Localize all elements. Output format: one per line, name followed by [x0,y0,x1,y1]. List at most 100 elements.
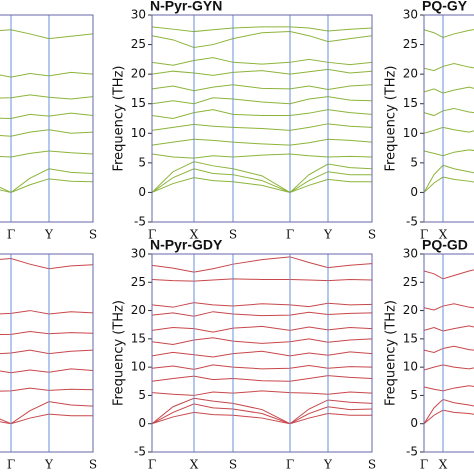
panel: Γ X S Γ Y S -5 0 5 10 15 20 25 30 Frequency (THz) N-Pyr… [112,237,377,472]
plot-frame [151,253,373,453]
band-line [0,413,93,425]
band-line [152,311,372,317]
band-line [0,330,93,336]
band-line [152,278,372,282]
x-tick-label: Γ [7,458,15,472]
y-tick-label: 0 [410,185,418,199]
band-line [0,368,93,374]
band-line [152,375,372,382]
x-tick-label: X [190,458,199,472]
band-line [152,350,372,358]
x-tick-label: Y [44,458,54,472]
y-tick-label: 5 [410,388,418,402]
y-axis-label: Frequency (THz) [112,300,127,406]
band-line [152,123,372,131]
y-axis-label: Frequency (THz) [384,66,399,172]
band-line [152,325,372,333]
y-tick-label: 5 [138,388,146,402]
band-line [0,258,93,270]
x-tick-label: Γ [420,458,428,472]
y-tick-label: 25 [131,37,146,51]
band-line [424,86,474,94]
y-tick-label: -5 [134,215,146,229]
band-line [0,129,93,137]
y-tick-label: 30 [403,247,418,261]
band-line [424,409,474,425]
band-line [424,269,474,280]
y-tick-label: -5 [406,215,418,229]
band-line [424,149,474,157]
plot-frame [423,253,474,453]
y-tick-label: 0 [138,416,146,430]
x-tick-label: S [229,228,237,242]
band-line [152,364,372,370]
plot-area [152,26,372,194]
band-line [424,126,474,134]
band-line [152,177,372,193]
band-line [0,94,93,100]
y-tick-label: 10 [403,360,418,374]
y-tick-label: 25 [403,275,418,289]
band-line [152,168,372,193]
plot-frame [0,253,94,453]
y-tick-label: 15 [131,331,146,345]
y-tick-label: 0 [138,185,146,199]
band-line [0,310,93,315]
x-tick-label: X [439,458,448,472]
band-line [424,29,474,39]
y-tick-label: 30 [131,247,146,261]
y-tick-label: -5 [406,445,418,459]
band-line [424,345,474,353]
x-tick-label: Γ [286,228,294,242]
band-line [0,29,93,40]
y-tick-label: -5 [134,445,146,459]
band-line [424,385,474,392]
panel-title: N-Pyr-GDY [150,237,223,253]
band-line [424,107,474,117]
plot-area [424,269,474,425]
panel: Γ X S Γ Y S -5 0 5 10 15 20 25 30 Frequency (THz) N-Pyr… [112,0,377,242]
y-tick-label: 20 [131,67,146,81]
panel-title: PQ-GD [422,237,468,253]
plot-area [0,258,93,425]
band-line [0,401,93,425]
y-tick-label: 25 [403,37,418,51]
y-tick-label: 0 [410,416,418,430]
band-line [424,325,474,332]
band-line [424,164,474,193]
y-tick-label: 15 [403,96,418,110]
y-tick-label: 20 [403,67,418,81]
y-tick-label: 15 [403,331,418,345]
plot-area [424,29,474,193]
panel: Γ X -5 0 5 10 15 20 25 30 Frequency (THz) PQ-GY [384,0,474,242]
band-line [152,96,372,105]
plot-frame [151,14,373,223]
band-line [152,57,372,66]
band-line [424,364,474,371]
band-line [152,26,372,33]
band-line [152,84,372,92]
band-line [152,153,372,159]
y-tick-label: 15 [131,96,146,110]
x-tick-label: S [368,228,376,242]
x-tick-label: Γ [7,228,15,242]
x-tick-label: Y [323,458,333,472]
plot-area [0,29,93,194]
band-line [424,398,474,424]
band-line [152,138,372,146]
panel-title: PQ-GY [422,0,468,14]
y-tick-label: 25 [131,275,146,289]
x-tick-label: S [89,458,97,472]
band-line [152,403,372,425]
band-line [0,150,93,158]
plot-area [152,256,372,425]
y-tick-label: 20 [403,303,418,317]
band-line [0,71,93,78]
band-line [0,168,93,194]
band-line [0,387,93,392]
band-line [424,176,474,193]
band-line [424,303,474,311]
panel-title: N-Pyr-GYN [150,0,222,14]
